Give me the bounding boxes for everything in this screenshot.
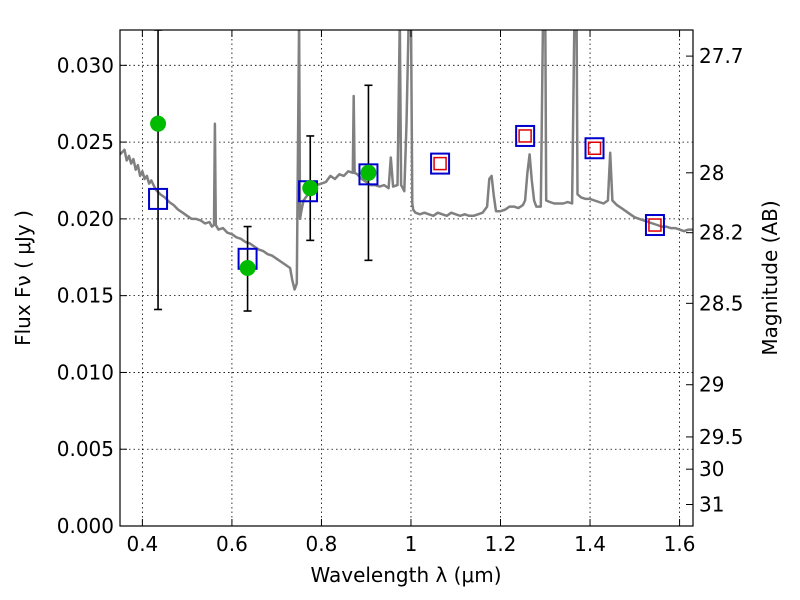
x-tick-label: 1.4 — [574, 532, 606, 556]
right-tick-label: 28.2 — [699, 221, 744, 245]
inner-square-marker — [648, 218, 662, 232]
square-marker — [584, 137, 605, 160]
right-axis-label: Magnitude (AB) — [758, 200, 782, 355]
plot-area — [120, 30, 693, 312]
square-marker — [644, 214, 665, 237]
right-tick-label: 28.5 — [699, 291, 744, 315]
plot-frame — [119, 29, 694, 527]
right-axis-ticks: 27.7 28 28.2 28.5 29 29.5 30 31 — [686, 44, 744, 517]
x-tick-label: 0.8 — [306, 532, 338, 556]
inner-square-marker — [518, 129, 532, 143]
y-tick-label: 0.025 — [57, 130, 114, 154]
square-marker — [148, 187, 169, 210]
square-marker — [358, 163, 379, 186]
right-tick-label: 31 — [699, 493, 724, 517]
right-tick-label: 28 — [699, 161, 724, 185]
dot-marker — [360, 164, 377, 181]
x-tick-label: 0.6 — [216, 532, 248, 556]
y-tick-label: 0.010 — [57, 360, 114, 384]
right-tick-label: 27.7 — [699, 44, 744, 68]
x-axis-ticks: 0.4 0.6 0.8 1 1.2 1.4 1.6 — [126, 30, 695, 556]
square-marker — [430, 152, 451, 175]
y-axis-ticks: 0.000 0.005 0.010 0.015 0.020 0.025 0.030 — [57, 53, 127, 538]
x-tick-label: 0.4 — [126, 532, 158, 556]
right-tick-label: 29.5 — [699, 425, 744, 449]
inner-square-marker — [587, 141, 602, 155]
series-spectrum-line — [120, 30, 693, 291]
inner-square-markers — [433, 129, 662, 232]
y-tick-label: 0.015 — [57, 284, 114, 308]
dot-markers — [150, 115, 377, 277]
y-tick-label: 0.005 — [57, 437, 114, 461]
x-tick-label: 1 — [405, 532, 418, 556]
y-axis-label: Flux Fν ( μJy ) — [11, 210, 35, 346]
y-tick-label: 0.020 — [57, 207, 114, 231]
x-tick-label: 1.6 — [664, 532, 696, 556]
x-axis-label: Wavelength λ (μm) — [310, 563, 501, 587]
dot-marker — [150, 115, 167, 132]
y-tick-label: 0.000 — [57, 514, 114, 538]
dot-marker — [302, 180, 319, 197]
x-tick-label: 1.2 — [485, 532, 517, 556]
dot-marker — [239, 260, 256, 277]
right-tick-label: 30 — [699, 457, 724, 481]
inner-square-marker — [433, 156, 447, 171]
y-tick-label: 0.030 — [57, 53, 114, 77]
right-tick-label: 29 — [699, 373, 724, 397]
square-marker — [515, 124, 536, 147]
